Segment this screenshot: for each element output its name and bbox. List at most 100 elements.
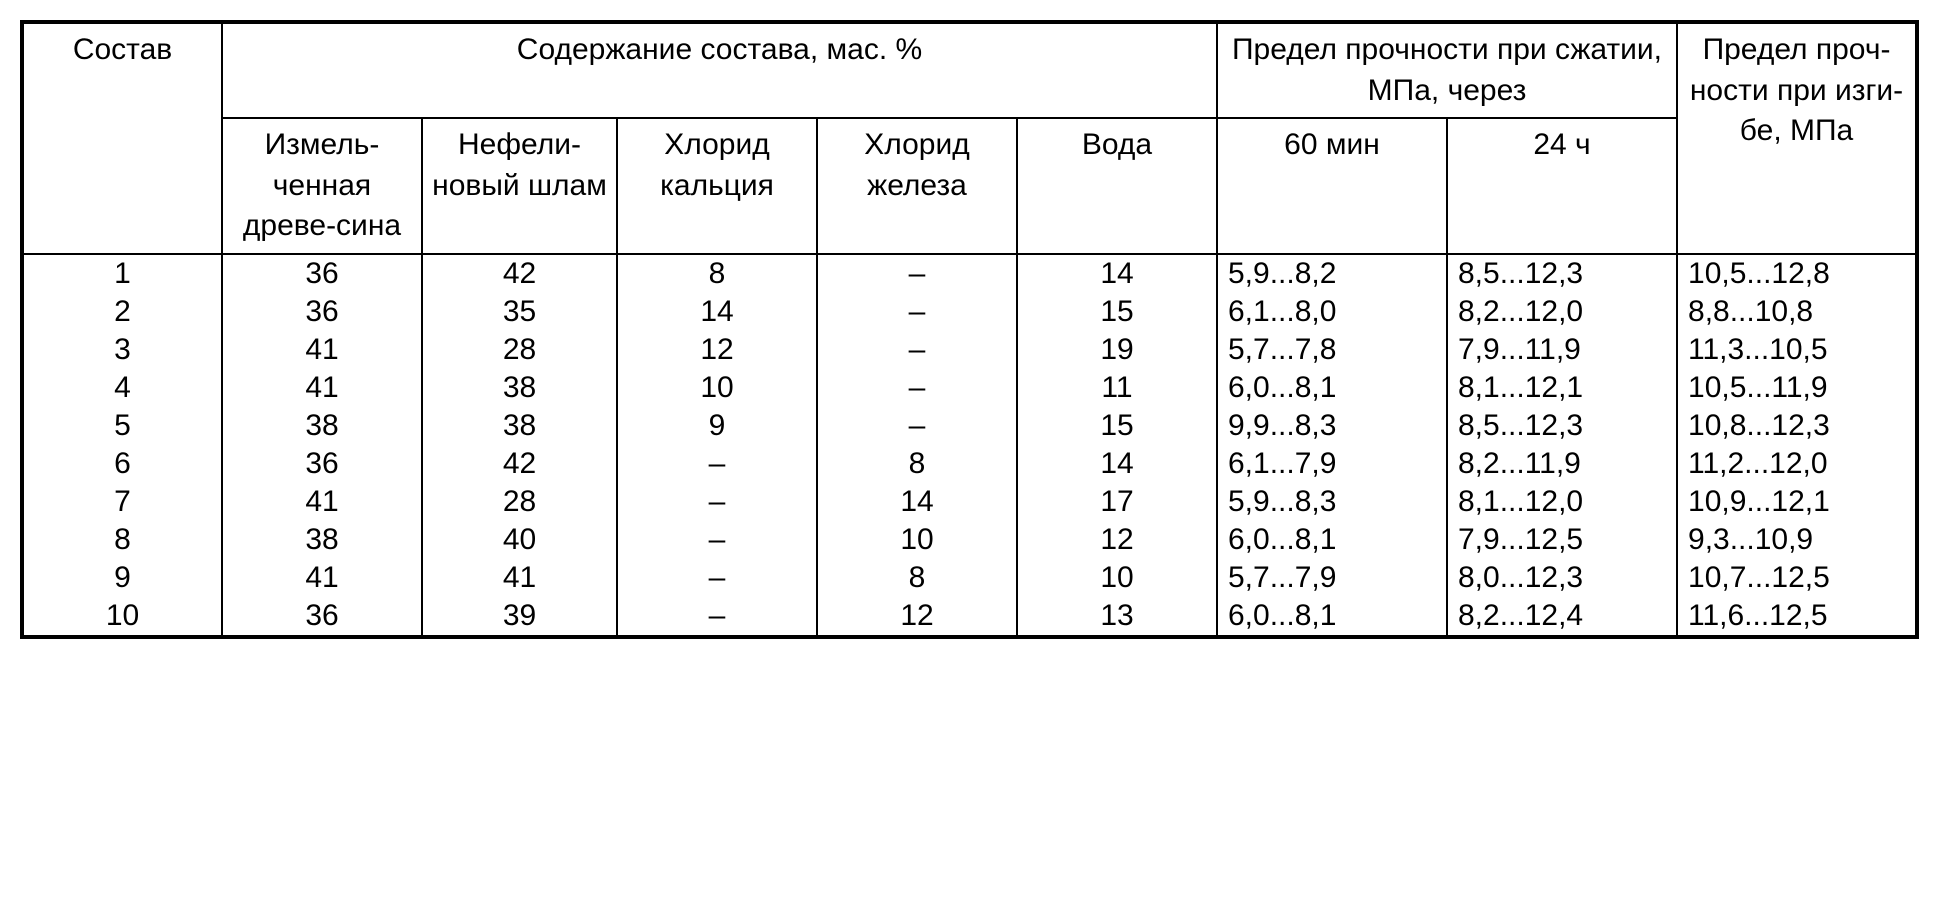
cell-n: 9 xyxy=(22,559,222,597)
header-content-group: Содержание состава, мас. % xyxy=(222,22,1217,118)
cell-s24: 8,5...12,3 xyxy=(1447,407,1677,445)
cell-water: 19 xyxy=(1017,331,1217,369)
cell-bend: 11,3...10,5 xyxy=(1677,331,1917,369)
cell-s24: 8,2...12,4 xyxy=(1447,597,1677,637)
cell-neph: 42 xyxy=(422,445,617,483)
cell-water: 15 xyxy=(1017,293,1217,331)
header-bending: Предел проч-ности при изги-бе, МПа xyxy=(1677,22,1917,254)
cell-wood: 36 xyxy=(222,293,422,331)
cell-s60: 9,9...8,3 xyxy=(1217,407,1447,445)
cell-n: 5 xyxy=(22,407,222,445)
table-row: 538389–159,9...8,38,5...12,310,8...12,3 xyxy=(22,407,1917,445)
cell-neph: 38 xyxy=(422,407,617,445)
cell-s60: 6,0...8,1 xyxy=(1217,597,1447,637)
cell-water: 12 xyxy=(1017,521,1217,559)
table-row: 94141–8105,7...7,98,0...12,310,7...12,5 xyxy=(22,559,1917,597)
cell-water: 15 xyxy=(1017,407,1217,445)
header-60min: 60 мин xyxy=(1217,118,1447,254)
table-row: 103639–12136,0...8,18,2...12,411,6...12,… xyxy=(22,597,1917,637)
cell-n: 8 xyxy=(22,521,222,559)
cell-water: 17 xyxy=(1017,483,1217,521)
cell-bend: 8,8...10,8 xyxy=(1677,293,1917,331)
cell-s60: 6,1...8,0 xyxy=(1217,293,1447,331)
cell-fecl: 12 xyxy=(817,597,1017,637)
cell-s60: 6,0...8,1 xyxy=(1217,369,1447,407)
cell-water: 10 xyxy=(1017,559,1217,597)
cell-s24: 7,9...11,9 xyxy=(1447,331,1677,369)
cell-neph: 42 xyxy=(422,254,617,293)
cell-wood: 41 xyxy=(222,369,422,407)
header-cacl: Хлорид кальция xyxy=(617,118,817,254)
cell-neph: 39 xyxy=(422,597,617,637)
table-row: 74128–14175,9...8,38,1...12,010,9...12,1 xyxy=(22,483,1917,521)
cell-neph: 40 xyxy=(422,521,617,559)
cell-fecl: – xyxy=(817,331,1017,369)
cell-fecl: – xyxy=(817,369,1017,407)
cell-s60: 5,7...7,9 xyxy=(1217,559,1447,597)
cell-cacl: 8 xyxy=(617,254,817,293)
cell-s60: 5,9...8,3 xyxy=(1217,483,1447,521)
cell-bend: 10,8...12,3 xyxy=(1677,407,1917,445)
cell-fecl: – xyxy=(817,407,1017,445)
composition-table: Состав Содержание состава, мас. % Предел… xyxy=(20,20,1919,639)
cell-wood: 41 xyxy=(222,483,422,521)
cell-cacl: – xyxy=(617,559,817,597)
cell-wood: 36 xyxy=(222,254,422,293)
cell-s24: 8,2...12,0 xyxy=(1447,293,1677,331)
cell-n: 2 xyxy=(22,293,222,331)
cell-fecl: – xyxy=(817,254,1017,293)
cell-s60: 5,9...8,2 xyxy=(1217,254,1447,293)
cell-n: 7 xyxy=(22,483,222,521)
table-row: 4413810–116,0...8,18,1...12,110,5...11,9 xyxy=(22,369,1917,407)
cell-wood: 36 xyxy=(222,597,422,637)
table-row: 136428–145,9...8,28,5...12,310,5...12,8 xyxy=(22,254,1917,293)
cell-water: 14 xyxy=(1017,254,1217,293)
cell-s24: 8,1...12,1 xyxy=(1447,369,1677,407)
cell-s24: 8,0...12,3 xyxy=(1447,559,1677,597)
cell-neph: 41 xyxy=(422,559,617,597)
cell-cacl: 9 xyxy=(617,407,817,445)
header-nepheline: Нефели-новый шлам xyxy=(422,118,617,254)
cell-water: 14 xyxy=(1017,445,1217,483)
cell-bend: 11,6...12,5 xyxy=(1677,597,1917,637)
cell-n: 3 xyxy=(22,331,222,369)
cell-bend: 9,3...10,9 xyxy=(1677,521,1917,559)
cell-wood: 41 xyxy=(222,559,422,597)
cell-cacl: 12 xyxy=(617,331,817,369)
cell-fecl: 10 xyxy=(817,521,1017,559)
cell-cacl: – xyxy=(617,521,817,559)
cell-water: 13 xyxy=(1017,597,1217,637)
header-strength-group: Предел прочности при сжатии, МПа, через xyxy=(1217,22,1677,118)
cell-s24: 8,5...12,3 xyxy=(1447,254,1677,293)
cell-fecl: 14 xyxy=(817,483,1017,521)
header-24h: 24 ч xyxy=(1447,118,1677,254)
header-water: Вода xyxy=(1017,118,1217,254)
cell-n: 10 xyxy=(22,597,222,637)
cell-wood: 38 xyxy=(222,521,422,559)
cell-water: 11 xyxy=(1017,369,1217,407)
cell-bend: 10,5...11,9 xyxy=(1677,369,1917,407)
cell-s24: 8,2...11,9 xyxy=(1447,445,1677,483)
cell-wood: 36 xyxy=(222,445,422,483)
table-row: 2363514–156,1...8,08,2...12,08,8...10,8 xyxy=(22,293,1917,331)
table-body: 136428–145,9...8,28,5...12,310,5...12,82… xyxy=(22,254,1917,637)
cell-n: 4 xyxy=(22,369,222,407)
table-row: 63642–8146,1...7,98,2...11,911,2...12,0 xyxy=(22,445,1917,483)
cell-s24: 7,9...12,5 xyxy=(1447,521,1677,559)
table-row: 83840–10126,0...8,17,9...12,59,3...10,9 xyxy=(22,521,1917,559)
cell-bend: 10,5...12,8 xyxy=(1677,254,1917,293)
table-row: 3412812–195,7...7,87,9...11,911,3...10,5 xyxy=(22,331,1917,369)
cell-cacl: – xyxy=(617,597,817,637)
cell-cacl: – xyxy=(617,483,817,521)
cell-bend: 10,9...12,1 xyxy=(1677,483,1917,521)
cell-s60: 6,1...7,9 xyxy=(1217,445,1447,483)
cell-wood: 41 xyxy=(222,331,422,369)
cell-cacl: 14 xyxy=(617,293,817,331)
cell-n: 1 xyxy=(22,254,222,293)
cell-bend: 10,7...12,5 xyxy=(1677,559,1917,597)
cell-cacl: – xyxy=(617,445,817,483)
cell-fecl: – xyxy=(817,293,1017,331)
cell-neph: 35 xyxy=(422,293,617,331)
cell-fecl: 8 xyxy=(817,559,1017,597)
cell-n: 6 xyxy=(22,445,222,483)
